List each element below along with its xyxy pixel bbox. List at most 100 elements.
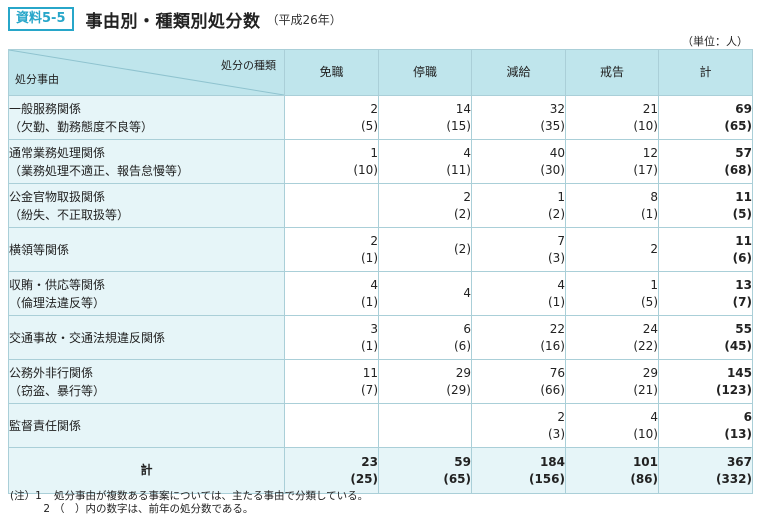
cell-value: 4 [650, 409, 658, 424]
row-header: 通常業務処理関係 （業務処理不適正、報告怠慢等） [8, 139, 285, 184]
page-title: 事由別・種類別処分数 [85, 11, 261, 32]
row-label: 収賄・供応等関係 [9, 277, 106, 292]
table-cell: 4 (11) [378, 139, 472, 184]
footnotes: (注）1 処分事由が複数ある事案については、主たる事由で分類している。 2 （ ）内… [10, 490, 368, 516]
table-row: 横領等関係 2 (1) (2) 7 (3) 2 11 (6) [8, 227, 753, 272]
cell-previous-year: (10) [353, 162, 378, 177]
cell-value: 14 [455, 101, 471, 116]
table-cell [284, 183, 379, 228]
cell-value: 29 [642, 365, 658, 380]
cell-previous-year: (123) [715, 382, 752, 397]
table-cell: 7 (3) [471, 227, 566, 272]
column-header: 減給 [471, 49, 566, 96]
row-label: 監督責任関係 [9, 418, 82, 433]
cell-previous-year: (22) [633, 338, 658, 353]
row-sublabel: （倫理法違反等） [9, 295, 106, 310]
total-previous-year: (65) [443, 471, 471, 486]
row-sublabel: （業務処理不適正、報告怠慢等） [9, 163, 190, 178]
cell-value: 57 [735, 145, 752, 160]
table-cell: 11 (5) [658, 183, 753, 228]
cell-value: 3 [370, 321, 378, 336]
table-cell: (2) [378, 227, 472, 272]
cell-previous-year: (15) [446, 118, 471, 133]
row-header: 公金官物取扱関係 （紛失、不正取扱等） [8, 183, 285, 228]
row-label: 一般服務関係 [9, 101, 82, 116]
page-subtitle: （平成26年） [266, 12, 342, 27]
cell-value: 21 [642, 101, 658, 116]
table-row: 収賄・供応等関係 （倫理法違反等） 4 (1) 4 4 (1) 1 (5) 13 (7) [8, 271, 753, 316]
cell-previous-year: (30) [540, 162, 565, 177]
total-cell: 23 (25) [284, 447, 379, 494]
row-label: 横領等関係 [9, 242, 70, 257]
row-label: 通常業務処理関係 [9, 145, 106, 160]
cell-value: 29 [455, 365, 471, 380]
cell-previous-year: (6) [732, 250, 752, 265]
cell-previous-year: (45) [724, 338, 752, 353]
cell-previous-year: (11) [446, 162, 471, 177]
row-header: 公務外非行関係 （窃盗、暴行等） [8, 359, 285, 404]
cell-value: 12 [642, 145, 658, 160]
table-cell [378, 403, 472, 448]
table-row: 交通事故・交通法規違反関係 3 (1) 6 (6) 22 (16) 24 (22) 55 (45) [8, 315, 753, 360]
unit-label: （単位：人） [682, 35, 748, 48]
corner-label-reason: 処分事由 [15, 73, 59, 86]
cell-previous-year: (6) [454, 338, 471, 353]
table-corner-header: 処分の種類 処分事由 [8, 49, 285, 96]
cell-value: 7 [557, 233, 565, 248]
table-cell: 69 (65) [658, 95, 753, 140]
total-label: 計 [8, 447, 285, 494]
cell-value: 24 [642, 321, 658, 336]
cell-value: 2 [370, 101, 378, 116]
table-cell [284, 403, 379, 448]
footnote-text: （ ）内の数字は、前年の処分数である。 [54, 503, 254, 515]
row-label: 公務外非行関係 [9, 365, 94, 380]
table-cell: 4 (10) [565, 403, 659, 448]
cell-previous-year: (21) [633, 382, 658, 397]
total-value: 23 [361, 454, 378, 469]
header: 資料5-5 事由別・種類別処分数 （平成26年） [8, 5, 342, 33]
cell-previous-year: (3) [548, 250, 565, 265]
table-cell: 2 (2) [378, 183, 472, 228]
cell-previous-year: (16) [540, 338, 565, 353]
table-cell: 4 (1) [471, 271, 566, 316]
cell-value: 55 [735, 321, 752, 336]
cell-value: 6 [743, 409, 752, 424]
cell-value: 2 [370, 233, 378, 248]
table-row: 公金官物取扱関係 （紛失、不正取扱等） 2 (2) 1 (2) 8 (1) 11 (5) [8, 183, 753, 228]
table-cell: 8 (1) [565, 183, 659, 228]
cell-previous-year: (10) [633, 426, 658, 441]
table-cell: 29 (21) [565, 359, 659, 404]
table-cell: 4 (1) [284, 271, 379, 316]
row-header: 横領等関係 [8, 227, 285, 272]
cell-value: 40 [549, 145, 565, 160]
cell-value: 4 [463, 286, 471, 300]
cell-previous-year: (1) [361, 338, 378, 353]
cell-previous-year: (2) [454, 242, 471, 256]
cell-value: 32 [549, 101, 565, 116]
table-cell: 40 (30) [471, 139, 566, 184]
cell-value: 11 [735, 233, 752, 248]
cell-value: 8 [650, 189, 658, 204]
row-sublabel: （窃盗、暴行等） [9, 383, 106, 398]
total-previous-year: (332) [715, 471, 752, 486]
total-cell: 367 (332) [658, 447, 753, 494]
table-cell: 11 (6) [658, 227, 753, 272]
table-cell: 21 (10) [565, 95, 659, 140]
cell-value: 11 [362, 365, 378, 380]
cell-previous-year: (1) [641, 206, 658, 221]
total-value: 101 [632, 454, 658, 469]
cell-value: 4 [370, 277, 378, 292]
cell-value: 145 [726, 365, 752, 380]
table-cell: 29 (29) [378, 359, 472, 404]
cell-previous-year: (7) [361, 382, 378, 397]
table-cell: 2 (5) [284, 95, 379, 140]
row-header: 収賄・供応等関係 （倫理法違反等） [8, 271, 285, 316]
corner-label-type: 処分の種類 [221, 59, 276, 72]
table-cell: 32 (35) [471, 95, 566, 140]
footnote-marker: (注）1 [10, 490, 42, 502]
cell-value: 1 [370, 145, 378, 160]
footnote: (注）1 処分事由が複数ある事案については、主たる事由で分類している。 [10, 490, 368, 503]
row-header: 監督責任関係 [8, 403, 285, 448]
cell-value: 22 [549, 321, 565, 336]
cell-previous-year: (7) [732, 294, 752, 309]
